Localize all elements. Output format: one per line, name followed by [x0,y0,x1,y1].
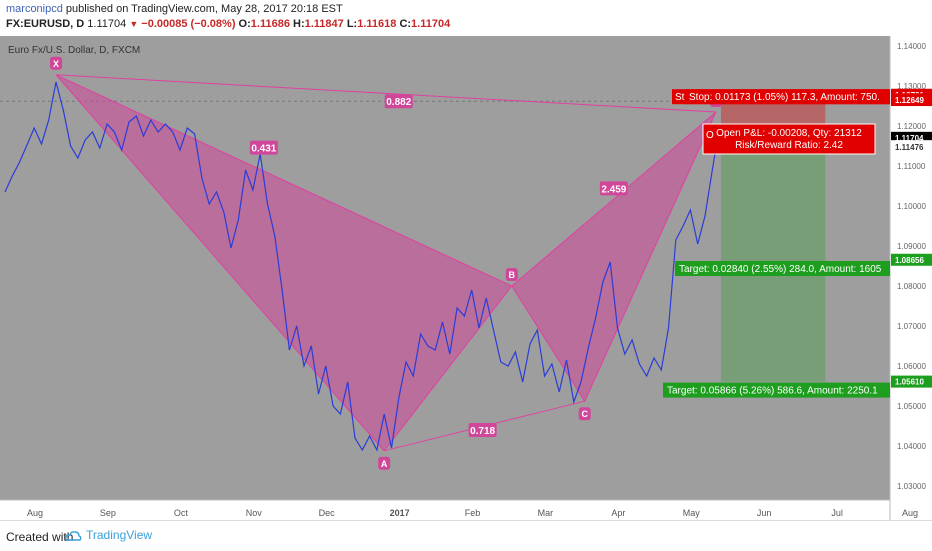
target1-text: Target: 0.02840 (2.55%) 284.0, Amount: 1… [679,264,882,275]
triangle-xab [55,74,513,452]
y-tick-label: 1.10000 [897,202,926,211]
publish-line: marconipcd published on TradingView.com,… [6,3,343,15]
y-tick-label: 1.04000 [897,442,926,451]
y-tick-label: 1.03000 [897,482,926,491]
ratio-badge [384,94,413,109]
created-with-text: Created with [6,530,74,544]
stop-label-box [685,89,890,105]
target2-text: Target: 0.05866 (5.26%) 586.6, Amount: 2… [667,386,878,397]
x-tick-label: Mar [538,508,554,518]
y-tick-label: 1.14000 [897,42,926,51]
rr-text: Risk/Reward Ratio: 2.42 [735,140,843,151]
x-tick-label: Sep [100,508,116,518]
y-tick-label: 1.06000 [897,362,926,371]
ohlc-line: FX:EURUSD, D 1.11704 ▼ −0.00085 (−0.08%)… [6,18,450,30]
target-zone [720,138,826,382]
x-tick-label: 2017 [390,508,410,518]
point-label-b: B [509,270,516,280]
x-tick-label: May [683,508,701,518]
target1-box [675,261,890,276]
triangle-bcd [511,111,717,403]
price-tag-label: 1.11476 [895,143,924,152]
x-tick-label: Apr [611,508,625,518]
tradingview-brand[interactable]: TradingView [64,528,152,542]
x-tick-label: Nov [246,508,263,518]
point-label-a: A [381,459,388,469]
y-tick-label: 1.08000 [897,282,926,291]
high-label: H: [293,18,305,30]
pnl-text: Open P&L: -0.00208, Qty: 21312 [716,128,862,139]
price-tag-box [891,253,932,266]
point-badge-c [578,407,591,421]
publish-text: published on TradingView.com, May 28, 20… [65,3,343,15]
x-tick-label: Aug [902,508,918,518]
price-tag-label: 1.11704 [895,134,924,143]
price-line-0 [4,81,728,452]
point-badge-a [378,456,391,470]
price-tag-box [891,375,932,388]
time-axis-background [0,500,890,520]
y-tick-label: 1.09000 [897,242,926,251]
close-label: C: [399,18,412,30]
down-arrow-icon: ▼ [129,19,139,29]
chart-header: marconipcd published on TradingView.com,… [0,0,932,36]
x-tick-label: Oct [174,508,189,518]
ratio-badge [468,423,497,437]
x-tick-label: Feb [465,508,481,518]
open-label: O: [238,18,251,30]
x-axis: Aug Sep Oct Nov Dec 2017 Feb Mar Apr May Jun Jul Aug [27,508,918,518]
price-tag-label: 1.05610 [895,378,924,387]
footer: Created with TradingView [0,520,932,551]
price-tag-label: 1.12649 [895,96,924,105]
stop-prefix-text: St [675,92,685,103]
point-badge-b [505,268,518,281]
open-value: 1.11686 [250,18,290,30]
target2-box [663,382,890,398]
point-badge-x [50,56,63,70]
x-tick-label: Aug [27,508,43,518]
price-chart[interactable]: Euro Fx/U.S. Dollar, D, FXCM 1.14000 1.13… [0,36,932,520]
xd-line [56,74,716,113]
y-tick-label: 1.11000 [897,162,926,171]
last-price: 1.11704 [87,18,127,30]
ratio-label: 0.718 [470,426,495,437]
y-tick-label: 1.13000 [897,82,926,91]
x-tick-label: Jul [831,508,843,518]
ratio-label: 0.882 [386,97,411,108]
point-label-c: C [581,409,588,419]
price-tag-box [891,140,932,153]
low-label: L: [346,18,358,30]
position-labels: St Stop: 0.01173 (1.05%) 117.3, Amount: 7… [663,89,890,398]
tradingview-brand-label: TradingView [86,528,153,542]
low-value: 1.11618 [357,18,397,30]
price-change: −0.00085 (−0.08%) [141,18,236,30]
x-tick-label: Jun [757,508,772,518]
y-tick-label: 1.12000 [897,122,926,131]
symbol-label: FX:EURUSD, D [6,18,85,30]
stop-label-text: Stop: 0.01173 (1.05%) 117.3, Amount: 750… [689,92,880,103]
price-tags: 1.127811.126691.126491.117041.114961.114… [891,88,932,388]
pnl-prefix: O [706,130,714,141]
y-tick-label: 1.05000 [897,402,926,411]
chart-title: Euro Fx/U.S. Dollar, D, FXCM [8,45,140,56]
y-tick-label: 1.07000 [897,322,926,331]
price-tag-label: 1.08656 [895,256,924,265]
high-value: 1.11847 [304,18,344,30]
price-axis-background [890,36,932,520]
ratio-badge [249,140,278,155]
pnl-box [702,123,876,155]
ratio-badge [599,181,628,196]
tradingview-logo-icon [65,530,82,541]
y-axis: 1.14000 1.13000 1.12000 1.11000 1.10000 1.090… [897,42,926,491]
author-link[interactable]: marconipcd [6,3,63,15]
ratio-label: 2.459 [601,184,626,195]
price-tag-box [891,94,932,107]
close-value: 1.11704 [411,18,451,30]
ratio-label: 0.431 [251,144,276,155]
point-label-x: X [53,59,59,69]
harmonic-pattern[interactable] [55,74,717,452]
x-tick-label: Dec [319,508,336,518]
